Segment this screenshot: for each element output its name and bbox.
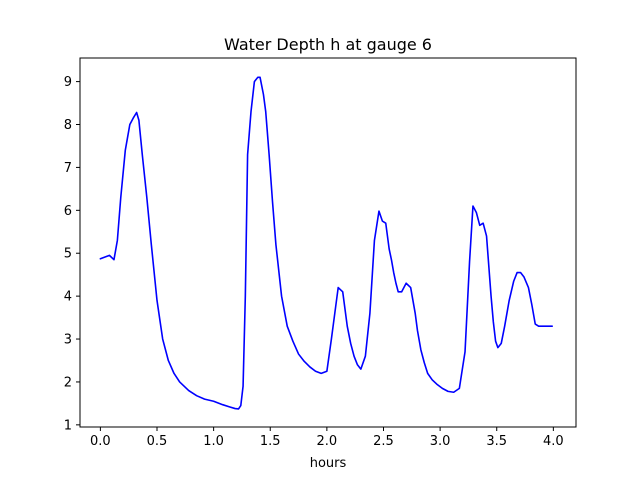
x-tick-label-0: 0.0 xyxy=(90,434,111,449)
x-tick-label-1: 0.5 xyxy=(147,434,168,449)
plot-frame xyxy=(79,57,577,428)
x-tick-label-3: 1.5 xyxy=(260,434,281,449)
y-tick-label-1: 2 xyxy=(64,375,72,390)
y-tick-label-2: 3 xyxy=(64,333,72,348)
y-tick-label-7: 8 xyxy=(64,118,72,133)
y-tick-label-8: 9 xyxy=(64,75,72,90)
x-tick-label-5: 2.5 xyxy=(373,434,394,449)
x-axis-label: hours xyxy=(310,456,347,471)
y-tick-label-3: 4 xyxy=(64,290,72,305)
chart-title: Water Depth h at gauge 6 xyxy=(224,35,432,54)
x-tick-label-2: 1.0 xyxy=(203,434,224,449)
x-tick-label-7: 3.5 xyxy=(486,434,507,449)
y-tick-label-6: 7 xyxy=(64,161,72,176)
y-tick-label-0: 1 xyxy=(64,418,72,433)
x-tick-label-6: 3.0 xyxy=(430,434,451,449)
plot-area: 0.0 0.5 1.0 1.5 2.0 2.5 3.0 3.5 4.0 1 2 3 4 5 6 7 8 9 xyxy=(64,57,577,449)
y-tick-label-5: 6 xyxy=(64,204,72,219)
x-tick-label-8: 4.0 xyxy=(543,434,564,449)
x-tick-label-4: 2.0 xyxy=(317,434,338,449)
series-line-0 xyxy=(99,76,554,410)
y-tick-label-4: 5 xyxy=(64,247,72,262)
